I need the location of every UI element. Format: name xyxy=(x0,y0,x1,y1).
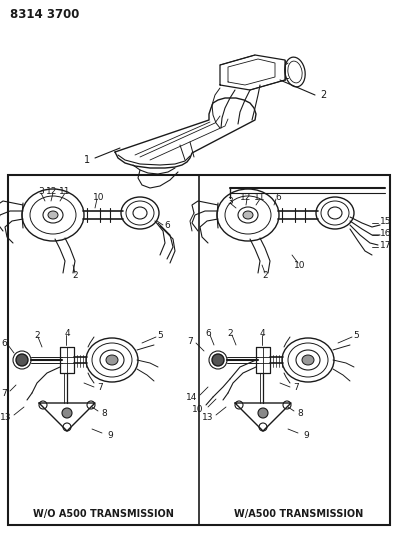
Ellipse shape xyxy=(106,355,118,365)
Text: 12: 12 xyxy=(46,187,58,196)
Text: 11: 11 xyxy=(254,192,266,201)
Text: 6: 6 xyxy=(275,192,281,201)
Text: 5: 5 xyxy=(157,330,163,340)
Text: 3: 3 xyxy=(38,187,44,196)
Circle shape xyxy=(16,354,28,366)
Text: 1: 1 xyxy=(84,155,90,165)
Text: 6: 6 xyxy=(164,221,170,230)
Text: 3: 3 xyxy=(227,197,233,206)
Circle shape xyxy=(258,408,268,418)
Text: 7: 7 xyxy=(1,389,7,398)
Text: 16: 16 xyxy=(380,229,392,238)
Text: 11: 11 xyxy=(59,187,71,196)
Text: 10: 10 xyxy=(294,261,306,270)
Text: 17: 17 xyxy=(380,240,392,249)
Text: 5: 5 xyxy=(353,330,359,340)
Text: 7: 7 xyxy=(187,336,193,345)
Text: 2: 2 xyxy=(34,330,40,340)
Text: W/A500 TRANSMISSION: W/A500 TRANSMISSION xyxy=(234,509,364,519)
Text: W/O A500 TRANSMISSION: W/O A500 TRANSMISSION xyxy=(33,509,174,519)
Ellipse shape xyxy=(48,211,58,219)
Text: 13: 13 xyxy=(0,413,12,422)
Text: 2: 2 xyxy=(227,328,233,337)
Circle shape xyxy=(62,408,72,418)
Text: 2: 2 xyxy=(72,271,78,279)
Text: 9: 9 xyxy=(303,431,309,440)
Text: 4: 4 xyxy=(259,328,265,337)
Ellipse shape xyxy=(302,355,314,365)
Text: 8: 8 xyxy=(297,408,303,417)
Text: 8314 3700: 8314 3700 xyxy=(10,7,79,20)
Text: 6: 6 xyxy=(205,328,211,337)
Text: 14: 14 xyxy=(186,392,198,401)
Text: 2: 2 xyxy=(320,90,326,100)
Text: 7: 7 xyxy=(97,383,103,392)
Text: 2: 2 xyxy=(262,271,268,279)
Bar xyxy=(8,175,390,525)
Text: 12: 12 xyxy=(240,192,252,201)
Text: 15: 15 xyxy=(380,216,392,225)
Text: 13: 13 xyxy=(202,413,214,422)
Text: 8: 8 xyxy=(101,408,107,417)
Circle shape xyxy=(212,354,224,366)
Text: 7: 7 xyxy=(293,383,299,392)
Text: 4: 4 xyxy=(64,328,70,337)
Text: 9: 9 xyxy=(107,431,113,440)
Text: 10: 10 xyxy=(93,192,105,201)
Ellipse shape xyxy=(243,211,253,219)
Text: 6: 6 xyxy=(1,338,7,348)
Text: 10: 10 xyxy=(192,405,204,414)
